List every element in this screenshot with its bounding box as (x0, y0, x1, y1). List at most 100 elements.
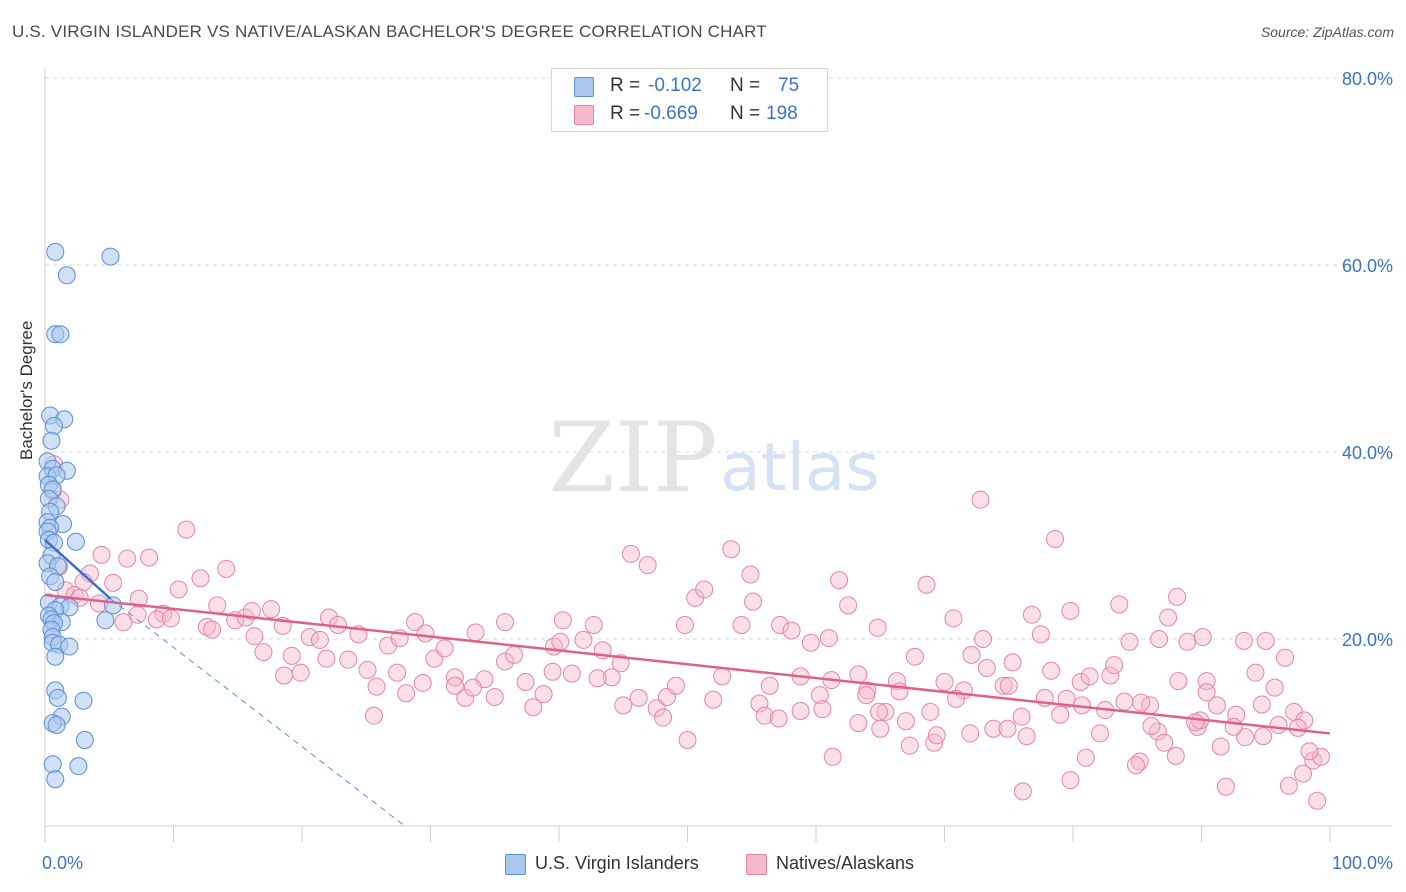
data-point-native-alaskan (1061, 771, 1080, 790)
data-point-native-alaskan (1166, 746, 1185, 765)
data-point-native-alaskan (505, 645, 524, 664)
data-point-native-alaskan (857, 686, 876, 705)
data-point-native-alaskan (971, 490, 990, 509)
data-point-native-alaskan (1312, 747, 1331, 766)
data-point-native-alaskan (92, 545, 111, 564)
y-tick-label: 20.0% (1342, 630, 1393, 650)
data-point-native-alaskan (1265, 678, 1284, 697)
data-point-virgin-islander (104, 596, 123, 615)
data-point-native-alaskan (769, 709, 788, 728)
data-point-native-alaskan (961, 724, 980, 743)
data-point-native-alaskan (406, 613, 425, 632)
legend-swatch-blue (574, 77, 594, 97)
data-point-native-alaskan (588, 669, 607, 688)
data-point-native-alaskan (974, 630, 993, 648)
data-point-native-alaskan (1256, 631, 1275, 650)
data-point-native-alaskan (291, 663, 310, 682)
data-point-native-alaskan (1254, 727, 1273, 746)
trend-line-natives-alaskans (44, 593, 1331, 735)
data-point-native-alaskan (744, 592, 763, 611)
data-point-native-alaskan (191, 569, 210, 588)
data-point-native-alaskan (496, 652, 515, 671)
legend-r-value: -0.669 (644, 103, 698, 124)
source-credit: Source: ZipAtlas.com (1260, 24, 1394, 40)
data-point-native-alaskan (810, 686, 829, 705)
data-point-native-alaskan (1168, 587, 1187, 606)
data-point-native-alaskan (1207, 696, 1226, 715)
data-point-native-alaskan (275, 666, 294, 685)
data-point-native-alaskan (1211, 737, 1230, 756)
data-point-native-alaskan (118, 549, 137, 568)
data-point-native-alaskan (339, 650, 358, 669)
legend-r-value: -0.102 (648, 75, 702, 96)
data-point-native-alaskan (869, 702, 888, 721)
data-point-virgin-islander (101, 247, 120, 266)
data-point-native-alaskan (524, 698, 543, 717)
data-point-virgin-islander (51, 325, 70, 344)
data-point-native-alaskan (750, 694, 769, 713)
watermark: ZIP atlas (548, 402, 879, 514)
data-point-native-alaskan (300, 628, 319, 647)
data-point-virgin-islander (69, 757, 88, 776)
data-point-native-alaskan (496, 613, 515, 632)
data-point-native-alaskan (169, 580, 188, 599)
data-point-native-alaskan (1178, 632, 1197, 651)
data-point-native-alaskan (416, 624, 435, 643)
data-point-native-alaskan (1080, 667, 1099, 686)
data-point-native-alaskan (944, 609, 963, 628)
data-point-native-alaskan (678, 730, 697, 749)
data-point-native-alaskan (722, 540, 741, 559)
data-point-native-alaskan (1046, 529, 1065, 548)
data-point-native-alaskan (1236, 728, 1255, 747)
data-point-native-alaskan (695, 580, 714, 599)
data-point-native-alaskan (358, 660, 377, 679)
data-point-native-alaskan (129, 589, 148, 608)
data-point-native-alaskan (801, 633, 820, 652)
data-point-native-alaskan (413, 673, 432, 692)
data-point-native-alaskan (161, 609, 180, 628)
data-point-native-alaskan (1003, 653, 1022, 672)
data-point-native-alaskan (1101, 666, 1120, 685)
data-point-native-alaskan (584, 615, 603, 634)
legend-n-label: N = (730, 75, 761, 96)
data-point-native-alaskan (638, 556, 657, 575)
data-point-virgin-islander (60, 637, 79, 656)
data-point-native-alaskan (310, 630, 329, 649)
data-point-native-alaskan (871, 719, 890, 738)
data-point-native-alaskan (876, 702, 895, 721)
data-point-native-alaskan (917, 575, 936, 594)
legend-label: U.S. Virgin Islanders (535, 853, 699, 873)
y-tick-label: 60.0% (1342, 256, 1393, 276)
legend-swatch-blue (505, 854, 526, 875)
data-point-native-alaskan (1071, 673, 1090, 692)
data-point-native-alaskan (1308, 791, 1327, 810)
data-point-native-alaskan (732, 615, 751, 634)
data-point-native-alaskan (1246, 663, 1265, 682)
trend-extension-virgin-islanders (110, 598, 406, 827)
data-point-native-alaskan (1051, 705, 1070, 724)
legend-n-label: N = (730, 103, 761, 124)
data-point-native-alaskan (994, 676, 1013, 695)
data-point-native-alaskan (1120, 632, 1139, 651)
data-point-virgin-islander (47, 716, 66, 735)
data-point-native-alaskan (245, 627, 264, 646)
data-point-native-alaskan (782, 621, 801, 640)
data-point-virgin-islander (74, 691, 93, 710)
data-point-virgin-islander (66, 532, 85, 551)
data-point-native-alaskan (104, 573, 123, 592)
data-point-native-alaskan (611, 654, 630, 673)
data-point-native-alaskan (203, 620, 222, 639)
tick-labels: 20.0% 40.0% 60.0% 80.0% 0.0% 100.0% (42, 69, 1393, 873)
data-point-native-alaskan (1042, 661, 1061, 680)
data-point-native-alaskan (197, 617, 216, 636)
data-point-native-alaskan (140, 548, 159, 567)
legend-n-value: 75 (778, 75, 800, 96)
data-point-native-alaskan (147, 610, 166, 629)
data-point-native-alaskan (1224, 717, 1243, 736)
legend-row-natives-alaskans: R = -0.669 N = 198 (552, 100, 827, 128)
data-point-native-alaskan (1057, 689, 1076, 708)
trend-line-virgin-islanders (44, 538, 112, 600)
data-point-native-alaskan (823, 747, 842, 766)
data-point-native-alaskan (1105, 656, 1124, 675)
